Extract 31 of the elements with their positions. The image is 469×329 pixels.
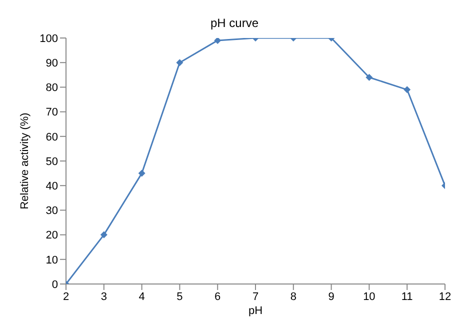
point xyxy=(214,38,222,44)
x-tick-label: 6 xyxy=(214,290,221,303)
y-tick-label: 10 xyxy=(46,254,58,266)
point xyxy=(138,170,146,177)
y-tick-label: 100 xyxy=(40,32,58,45)
x-tick-label: 8 xyxy=(290,290,296,303)
y-tick-label: 0 xyxy=(52,278,58,291)
y-tick-label: 80 xyxy=(46,82,58,94)
y-axis-title: Relative activity (%) xyxy=(18,112,31,210)
point xyxy=(176,59,184,66)
y-tick-label: 40 xyxy=(46,180,58,193)
x-tick-label: 12 xyxy=(438,290,452,303)
point xyxy=(404,86,411,94)
x-tick-label: 7 xyxy=(252,290,259,303)
x-tick-label: 2 xyxy=(62,290,70,303)
y-tick-label: 90 xyxy=(46,58,58,70)
x-tick-label: 11 xyxy=(401,290,413,303)
point xyxy=(366,74,373,81)
x-tick-label: 4 xyxy=(138,290,145,303)
y-tick-label: 60 xyxy=(46,131,58,144)
x-tick-label: 3 xyxy=(100,290,107,303)
y-tick-label: 30 xyxy=(46,205,58,218)
x-tick-label: 5 xyxy=(176,290,183,303)
point xyxy=(100,231,108,238)
x-axis-title: pH xyxy=(248,305,263,317)
y-tick-label: 50 xyxy=(46,156,58,168)
chart-title: pH curve xyxy=(209,16,260,30)
y-tick-label: 20 xyxy=(46,230,58,242)
x-tick-label: 10 xyxy=(363,290,376,303)
x-tick-label: 9 xyxy=(328,290,334,303)
y-tick-label: 70 xyxy=(46,106,58,119)
